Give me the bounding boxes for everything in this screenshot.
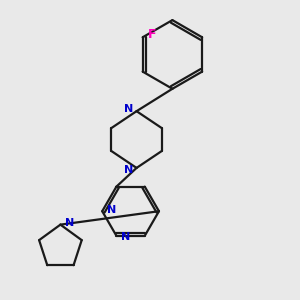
Text: N: N: [121, 232, 130, 242]
Text: N: N: [124, 165, 134, 175]
Text: N: N: [65, 218, 74, 228]
Text: N: N: [106, 205, 116, 215]
Text: F: F: [148, 28, 157, 41]
Text: N: N: [124, 104, 134, 114]
